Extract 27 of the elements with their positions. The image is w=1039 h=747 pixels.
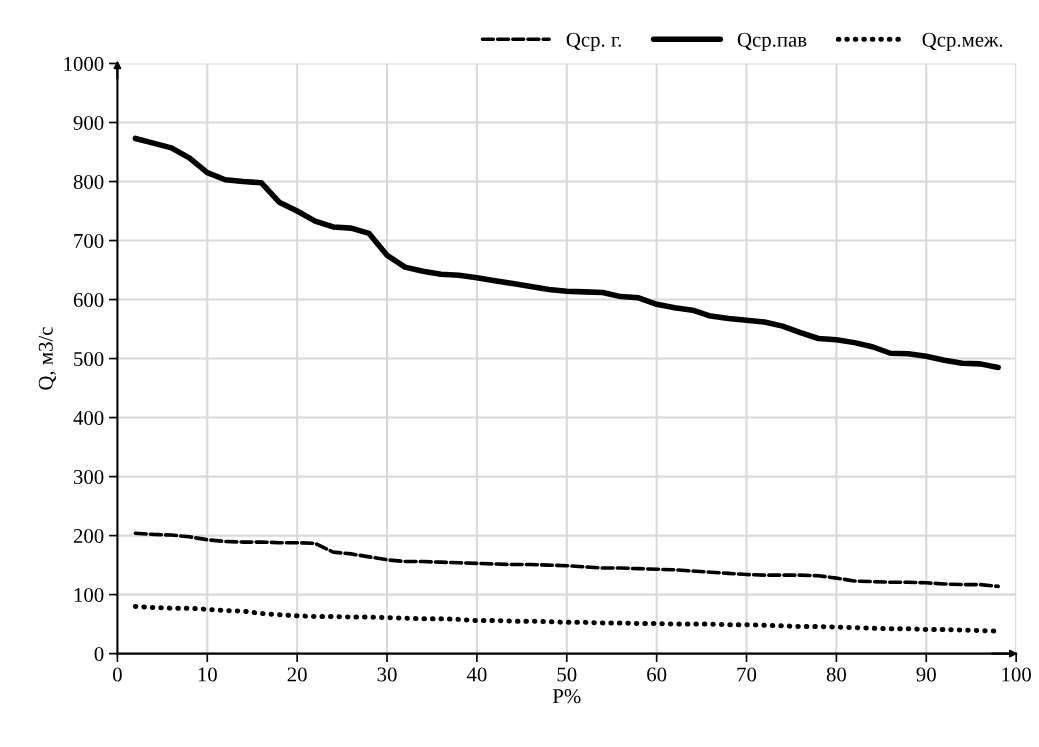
y-tick-label: 1000	[64, 56, 104, 71]
x-tick-label: 80	[826, 667, 847, 682]
x-tick-label: 60	[647, 667, 667, 682]
y-tick-label: 700	[74, 233, 104, 248]
x-tick-label: 0	[112, 667, 122, 682]
x-axis-title: P%	[552, 689, 581, 704]
x-tick-label: 90	[916, 667, 936, 682]
y-tick-label: 0	[94, 647, 104, 662]
x-tick-label: 100	[1002, 667, 1031, 682]
y-tick-label: 600	[73, 292, 104, 307]
y-tick-label: 900	[73, 115, 104, 130]
legend-label: Qср. г.	[566, 32, 621, 51]
legend-label: Qср.меж.	[922, 32, 1003, 51]
y-tick-label: 100	[74, 587, 104, 603]
y-tick-label: 200	[73, 528, 104, 544]
y-tick-label: 300	[73, 469, 104, 485]
legend-label: Qср.пав	[737, 32, 807, 51]
x-tick-label: 10	[198, 667, 217, 682]
y-tick-label: 400	[73, 410, 104, 426]
y-tick-label: 500	[74, 351, 104, 366]
x-tick-label: 40	[466, 667, 487, 682]
y-axis-title: Q, м3/с	[38, 327, 56, 390]
x-tick-label: 20	[287, 667, 307, 682]
x-tick-label: 30	[377, 667, 397, 682]
x-tick-label: 50	[557, 667, 577, 682]
y-tick-label: 800	[73, 174, 104, 189]
x-tick-label: 70	[737, 667, 757, 682]
